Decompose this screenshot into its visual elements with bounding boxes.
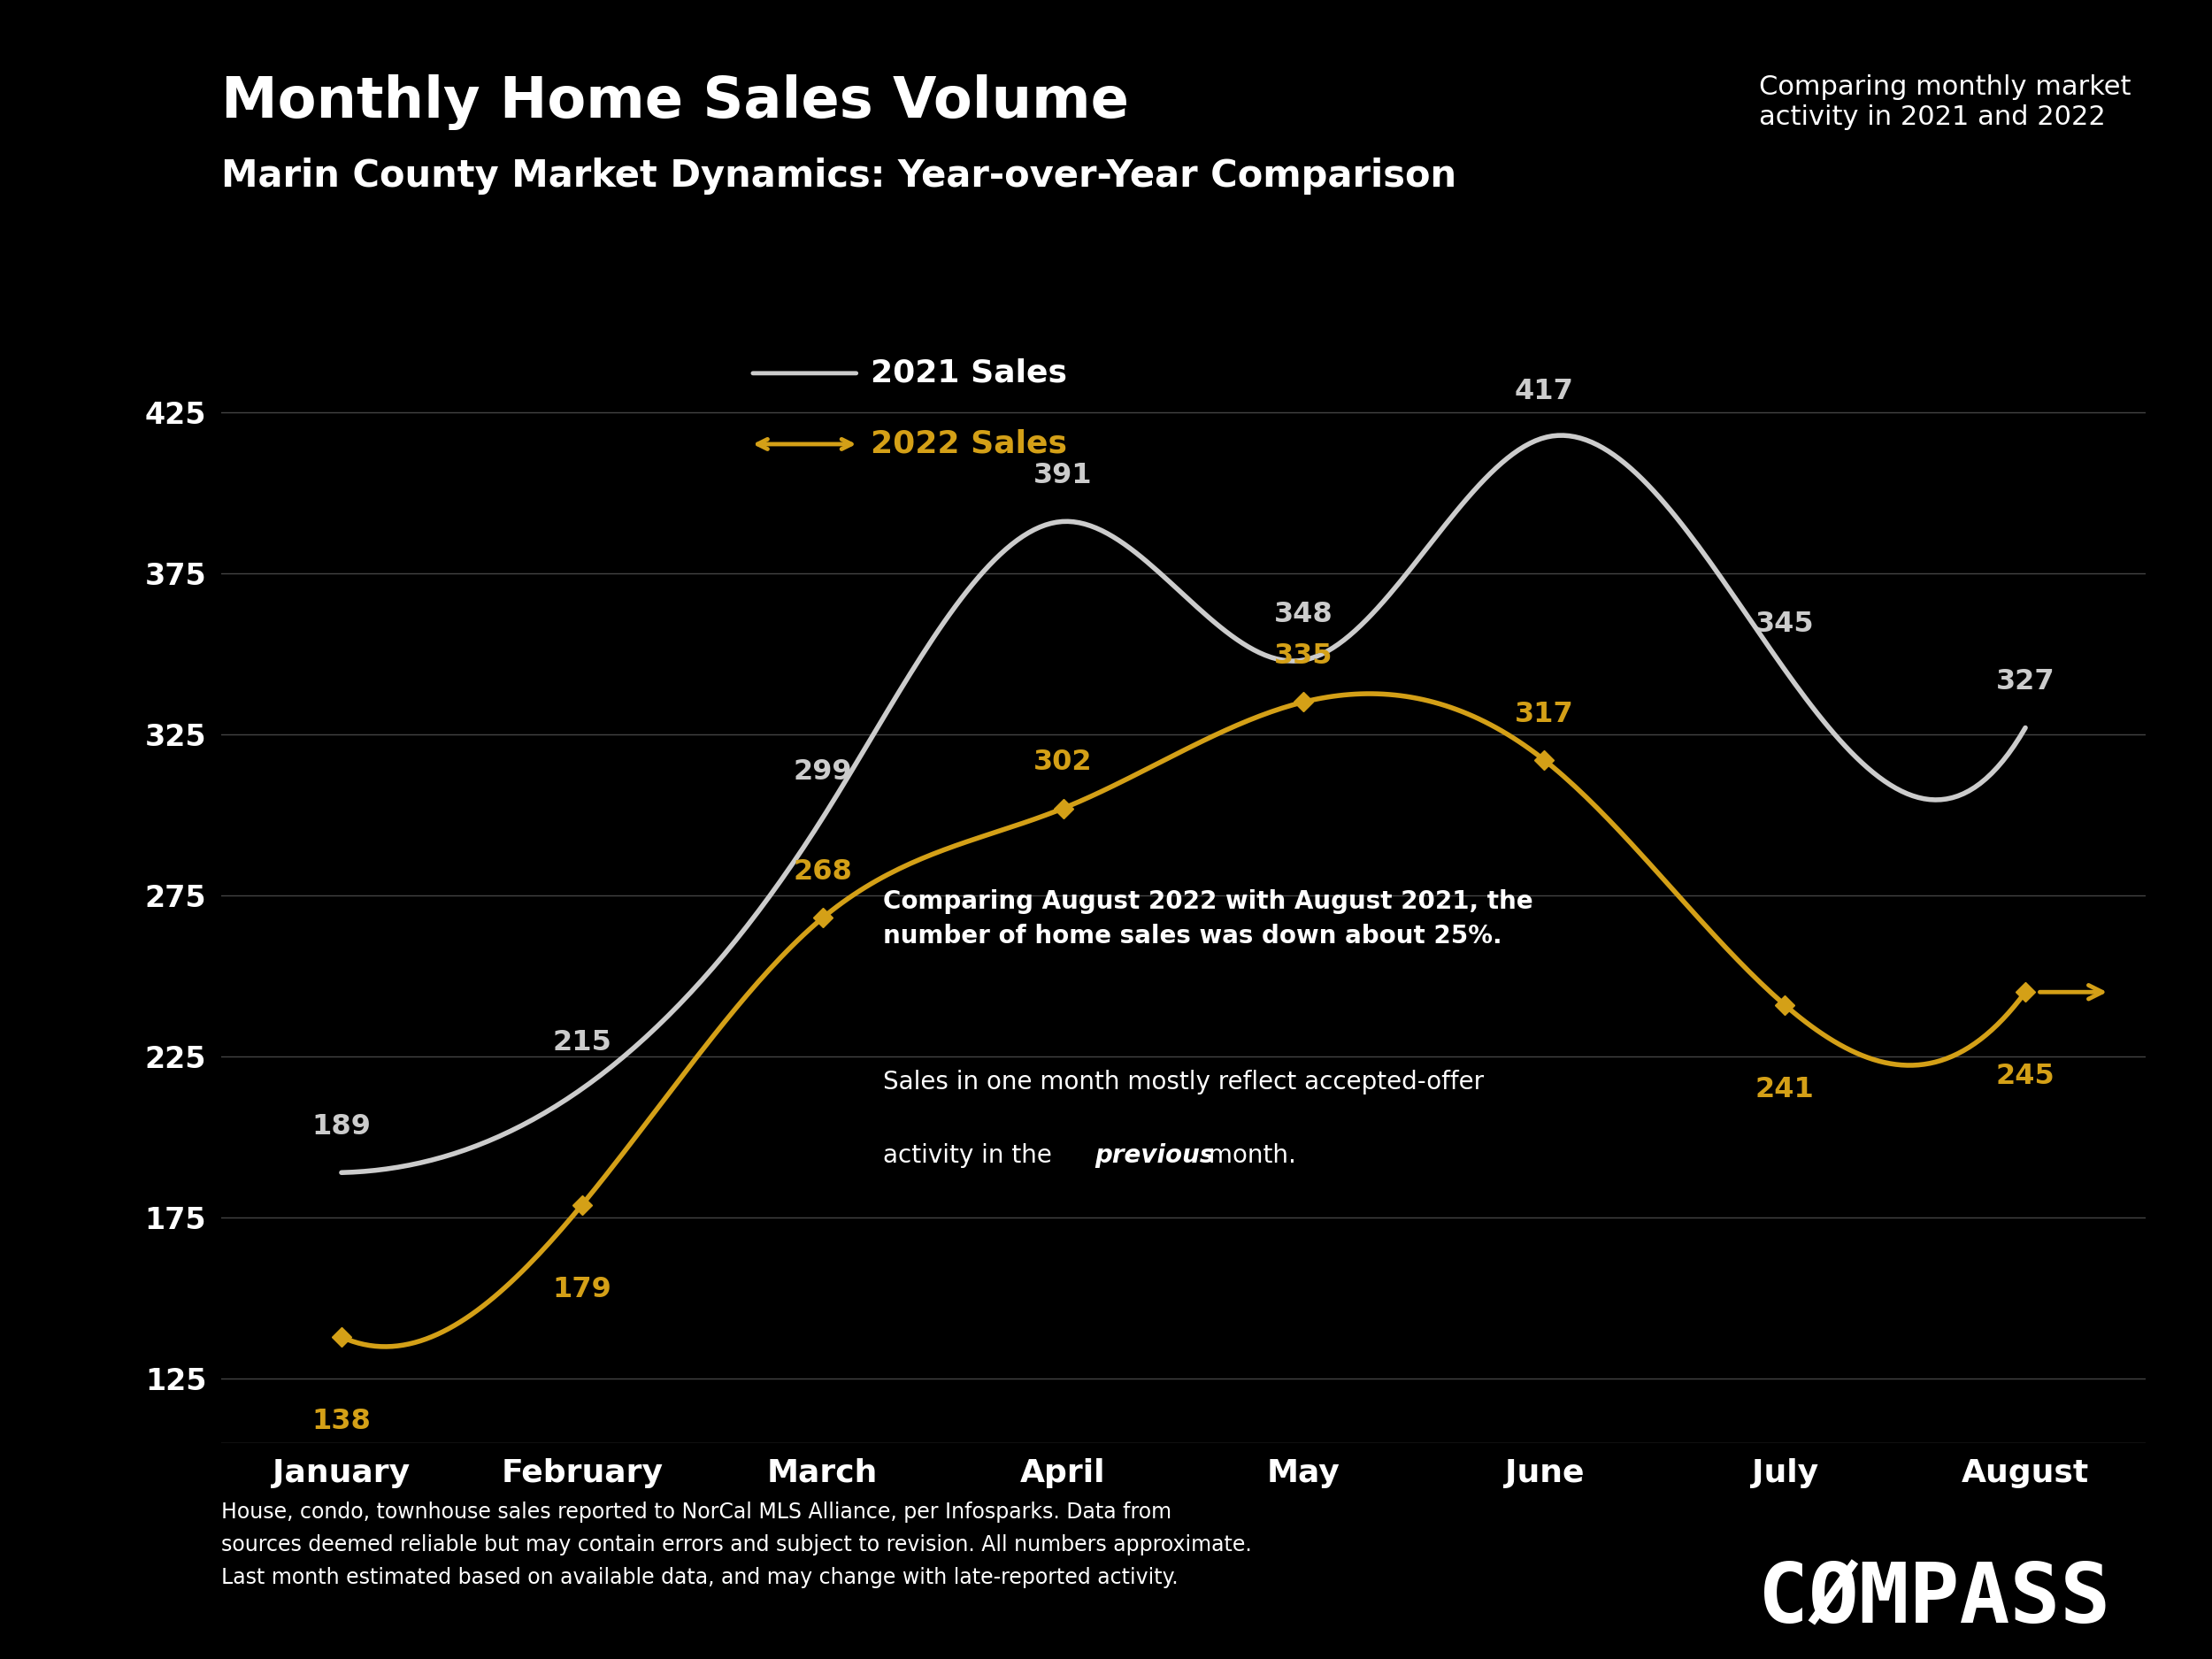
Text: House, condo, townhouse sales reported to NorCal MLS Alliance, per Infosparks. D: House, condo, townhouse sales reported t… [221,1501,1252,1589]
Text: previous: previous [1095,1143,1214,1168]
Text: 245: 245 [1995,1063,2055,1090]
Text: 345: 345 [1756,611,1814,637]
Text: CØMPASS: CØMPASS [1759,1559,2110,1641]
Text: Sales in one month mostly reflect accepted-offer: Sales in one month mostly reflect accept… [883,1070,1484,1095]
Text: 302: 302 [1033,748,1093,776]
Text: month.: month. [1201,1143,1296,1168]
Text: Comparing August 2022 with August 2021, the
number of home sales was down about : Comparing August 2022 with August 2021, … [883,889,1533,949]
Text: 2022 Sales: 2022 Sales [872,430,1066,460]
Text: 348: 348 [1274,601,1334,627]
Text: 268: 268 [794,858,852,886]
Text: activity in the: activity in the [883,1143,1060,1168]
Text: 215: 215 [553,1029,611,1057]
Text: 241: 241 [1756,1077,1814,1103]
Text: 299: 299 [794,758,852,786]
Text: 335: 335 [1274,642,1334,670]
Text: 2021 Sales: 2021 Sales [872,358,1066,388]
Text: 417: 417 [1515,378,1575,405]
Text: 327: 327 [1995,669,2055,695]
Text: 138: 138 [312,1408,372,1435]
Text: Monthly Home Sales Volume: Monthly Home Sales Volume [221,75,1128,131]
Text: Marin County Market Dynamics: Year-over-Year Comparison: Marin County Market Dynamics: Year-over-… [221,158,1455,194]
Text: 317: 317 [1515,700,1573,728]
Text: 179: 179 [553,1276,611,1304]
Text: 391: 391 [1033,461,1093,489]
Text: 189: 189 [312,1113,372,1140]
Text: Comparing monthly market
activity in 2021 and 2022: Comparing monthly market activity in 202… [1759,75,2130,129]
